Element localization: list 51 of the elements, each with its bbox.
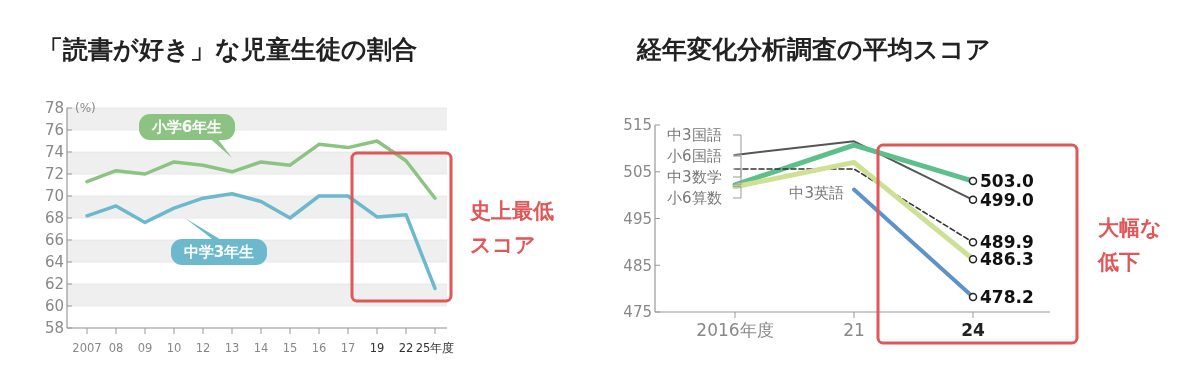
y-tick-label: 515 [623,116,652,135]
data-label: 499.0 [980,189,1034,210]
x-tick-label: 17 [340,341,356,355]
y-tick-label: 66 [44,231,64,250]
data-label: 503.0 [980,171,1034,192]
y-tick-label: 60 [44,297,64,316]
line-series [85,192,437,291]
series-label: 小6国語 [667,147,722,166]
x-tick-label: 24 [961,320,985,340]
x-tick-label: 10 [166,341,182,355]
y-tick-label: 485 [623,256,652,275]
text: スコア [470,233,536,257]
y-tick-label: 74 [44,143,64,162]
x-tick-label: 15 [282,341,298,355]
text: 低下 [1097,250,1140,274]
x-tick-label: 25年度 [415,341,455,355]
y-tick-label: 76 [44,121,64,140]
x-tick-label: 22 [398,341,414,355]
y-tick-label: 505 [623,163,652,181]
series-label: 中3英語 [789,183,844,202]
y-tick-label: 64 [44,253,64,272]
text: 大幅な [1098,216,1162,240]
chart-title: 「読書が好き」な児童生徒の割合 [38,35,417,64]
x-tick-label: 19 [369,341,385,355]
y-tick-label: 495 [623,209,652,228]
data-label: 478.2 [980,286,1034,307]
y-tick-label: 78 [44,99,64,118]
y-tick-label: 70 [44,187,64,206]
x-tick-label: 13 [224,341,240,355]
x-tick-label: 21 [843,320,865,340]
y-tick-label: 62 [44,275,64,294]
x-tick-label: 12 [195,341,211,355]
x-tick-label: 09 [137,341,153,355]
y-tick-label: 475 [623,303,652,322]
chart-title: 経年変化分析調査の平均スコア [636,35,991,64]
x-tick-label: 08 [108,341,124,355]
x-tick-label: 2016年度 [696,320,774,340]
text: 中学3年生 [183,243,255,262]
y-tick-label: 58 [44,319,64,338]
y-tick-label: 72 [44,165,64,184]
x-tick-label: 14 [253,341,269,355]
line-series [85,139,437,200]
x-tick-label: 2007 [72,341,102,355]
text: 小学6年生 [150,118,223,137]
x-tick-label: 16 [311,341,327,355]
series-label: 中3数学 [667,168,722,187]
text: 史上最低 [469,199,554,223]
series-label: 中3国語 [667,126,722,145]
series-label: 小6算数 [667,189,722,208]
y-tick-label: 68 [44,209,64,228]
y-axis-title: (%) [75,101,96,116]
